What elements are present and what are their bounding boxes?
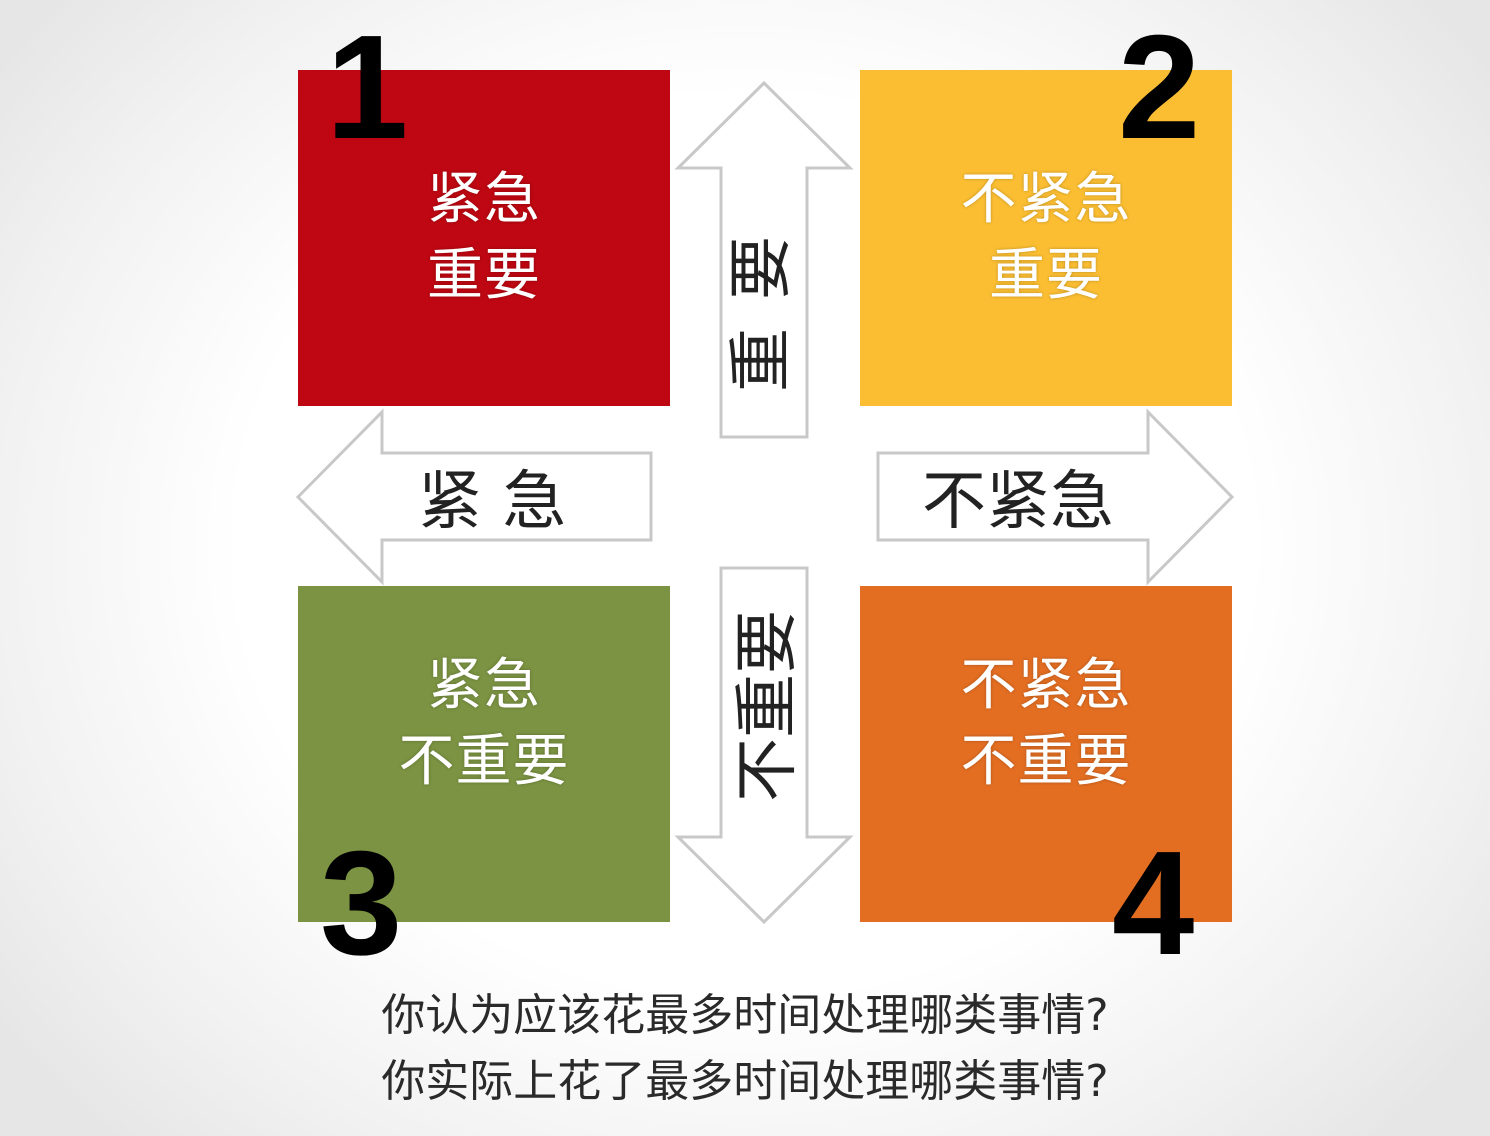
arrow-right-label: 不紧急 (922, 465, 1114, 539)
quadrant-4-line-2: 不重要 (960, 729, 1132, 794)
arrow-left (295, 408, 653, 586)
quadrant-2-line-2: 重要 (989, 243, 1103, 308)
arrow-right (876, 408, 1235, 586)
quadrant-2-number: 2 (1118, 5, 1201, 170)
arrow-left-label: 紧 急 (418, 465, 567, 539)
quadrant-4-number: 4 (1112, 821, 1195, 986)
quadrant-4: 不紧急 不重要 (860, 586, 1232, 922)
question-2: 你实际上花了最多时间处理哪类事情? (381, 1056, 1109, 1107)
arrow-up-label: 重要 (725, 208, 799, 392)
quadrant-4-line-1: 不紧急 (960, 653, 1132, 718)
quadrant-1-line-2: 重要 (427, 243, 541, 308)
arrow-down-label: 不重要 (731, 610, 805, 802)
quadrant-3-line-1: 紧急 (427, 653, 541, 718)
quadrant-2: 不紧急 重要 (860, 70, 1232, 406)
arrow-down (674, 566, 854, 925)
quadrant-1-line-1: 紧急 (427, 167, 541, 232)
quadrant-3-number: 3 (320, 821, 403, 986)
quadrant-1-number: 1 (326, 5, 409, 170)
quadrant-3-line-2: 不重要 (398, 729, 570, 794)
arrow-up (674, 80, 854, 439)
quadrant-3: 紧急 不重要 (298, 586, 670, 922)
quadrant-1: 紧急 重要 (298, 70, 670, 406)
question-1: 你认为应该花最多时间处理哪类事情? (381, 990, 1109, 1041)
quadrant-2-line-1: 不紧急 (960, 167, 1132, 232)
